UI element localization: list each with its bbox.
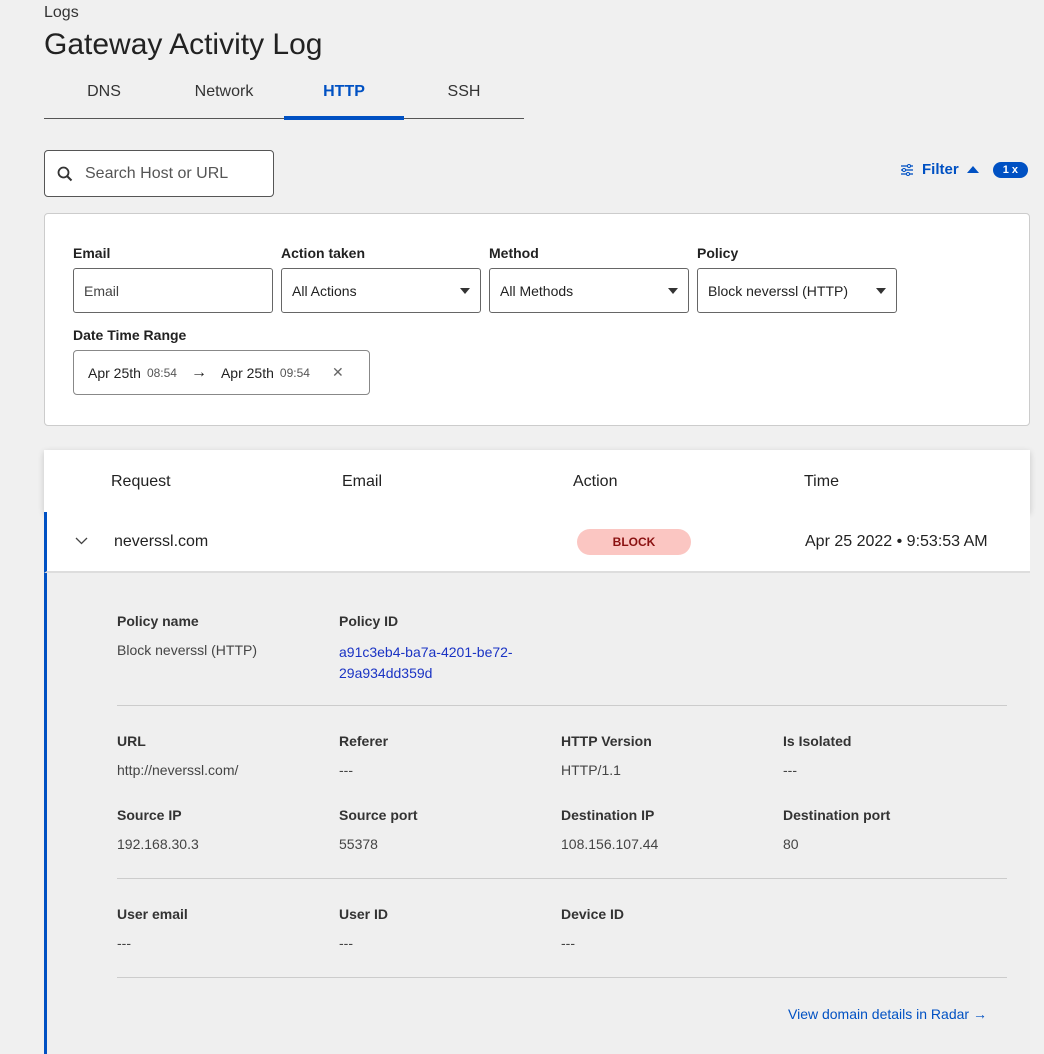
filter-count-badge[interactable]: 1 x bbox=[992, 161, 1028, 178]
request-host: neverssl.com bbox=[114, 533, 209, 550]
table-row[interactable]: neverssl.com BLOCK Apr 25 2022 • 9:53:53… bbox=[44, 512, 1030, 573]
url-value: http://neverssl.com/ bbox=[117, 762, 239, 778]
filter-panel: Email Email Action taken All Actions Met… bbox=[44, 213, 1030, 426]
divider bbox=[117, 705, 1007, 706]
policy-filter-label: Policy bbox=[697, 245, 739, 261]
end-date: Apr 25th bbox=[220, 364, 274, 381]
action-select[interactable]: All Actions bbox=[281, 268, 481, 313]
method-filter-label: Method bbox=[489, 245, 539, 261]
http-version-value: HTTP/1.1 bbox=[561, 762, 621, 778]
end-time: 09:54 bbox=[279, 365, 310, 380]
search-icon bbox=[57, 166, 73, 181]
tab-http[interactable]: HTTP bbox=[284, 72, 404, 120]
user-id-label: User ID bbox=[339, 906, 389, 922]
device-id-value: --- bbox=[561, 935, 575, 951]
breadcrumb[interactable]: Logs bbox=[44, 4, 79, 21]
tab-ssh[interactable]: SSH bbox=[447, 83, 481, 100]
filter-label: Filter bbox=[922, 161, 959, 178]
destination-port-label: Destination port bbox=[783, 807, 891, 823]
device-id-label: Device ID bbox=[561, 906, 625, 922]
email-placeholder: Email bbox=[84, 282, 120, 299]
dropdown-arrow-icon bbox=[460, 287, 470, 294]
policy-id-link[interactable]: a91c3eb4-ba7a-4201-be72- 29a934dd359d bbox=[339, 642, 513, 684]
policy-id-label: Policy ID bbox=[339, 613, 399, 629]
sliders-icon bbox=[901, 163, 913, 176]
policy-name-value: Block neverssl (HTTP) bbox=[117, 642, 258, 658]
user-id-value: --- bbox=[339, 935, 353, 951]
arrow-right-icon: → bbox=[190, 363, 207, 381]
is-isolated-label: Is Isolated bbox=[783, 733, 852, 749]
source-ip-value: 192.168.30.3 bbox=[117, 836, 199, 852]
policy-select[interactable]: Block neverssl (HTTP) bbox=[697, 268, 897, 313]
method-select-value: All Methods bbox=[500, 282, 574, 299]
method-select[interactable]: All Methods bbox=[489, 268, 689, 313]
user-email-label: User email bbox=[117, 906, 188, 922]
destination-ip-value: 108.156.107.44 bbox=[561, 836, 659, 852]
request-time: Apr 25 2022 • 9:53:53 AM bbox=[805, 533, 988, 550]
email-filter-input[interactable]: Email bbox=[73, 268, 273, 313]
status-badge: BLOCK bbox=[577, 529, 691, 555]
source-ip-label: Source IP bbox=[117, 807, 182, 823]
dropdown-arrow-icon bbox=[668, 287, 678, 294]
referer-value: --- bbox=[339, 762, 353, 778]
divider bbox=[117, 878, 1007, 879]
page-title: Gateway Activity Log bbox=[44, 28, 323, 61]
start-date: Apr 25th bbox=[88, 364, 141, 381]
column-request[interactable]: Request bbox=[111, 473, 171, 490]
filter-toggle[interactable]: Filter 1 x bbox=[900, 161, 1028, 178]
column-time[interactable]: Time bbox=[804, 473, 839, 490]
tab-network[interactable]: Network bbox=[194, 83, 254, 100]
source-port-value: 55378 bbox=[339, 836, 378, 852]
caret-up-icon bbox=[966, 166, 979, 173]
action-filter-label: Action taken bbox=[281, 245, 366, 261]
is-isolated-value: --- bbox=[783, 762, 797, 778]
source-port-label: Source port bbox=[339, 807, 418, 823]
policy-id-line1: a91c3eb4-ba7a-4201-be72- bbox=[339, 644, 513, 660]
search-box[interactable] bbox=[44, 150, 274, 197]
column-action[interactable]: Action bbox=[573, 473, 618, 490]
destination-port-value: 80 bbox=[783, 836, 799, 852]
user-email-value: --- bbox=[117, 935, 131, 951]
tab-dns[interactable]: DNS bbox=[87, 83, 121, 100]
table-header: Request Email Action Time bbox=[44, 450, 1030, 512]
column-email[interactable]: Email bbox=[342, 473, 383, 490]
start-time: 08:54 bbox=[146, 365, 177, 380]
policy-select-value: Block neverssl (HTTP) bbox=[708, 282, 849, 299]
clear-icon[interactable]: ✕ bbox=[331, 364, 344, 380]
destination-ip-label: Destination IP bbox=[561, 807, 655, 823]
datetime-range-picker[interactable]: Apr 25th 08:54 → Apr 25th 09:54 ✕ bbox=[73, 350, 370, 395]
dropdown-arrow-icon bbox=[876, 287, 886, 294]
search-input[interactable] bbox=[85, 164, 255, 183]
referer-label: Referer bbox=[339, 733, 389, 749]
datetime-filter-label: Date Time Range bbox=[73, 327, 187, 343]
policy-name-label: Policy name bbox=[117, 613, 199, 629]
http-version-label: HTTP Version bbox=[561, 733, 652, 749]
action-select-value: All Actions bbox=[292, 282, 357, 299]
chevron-down-icon[interactable] bbox=[75, 537, 88, 545]
divider bbox=[117, 977, 1007, 978]
url-label: URL bbox=[117, 733, 146, 749]
email-filter-label: Email bbox=[73, 245, 111, 261]
row-details: Policy name Block neverssl (HTTP) Policy… bbox=[44, 573, 1030, 1054]
radar-link[interactable]: View domain details in Radar → bbox=[788, 1006, 987, 1022]
tab-bar: DNS Network HTTP SSH bbox=[44, 72, 524, 120]
policy-id-line2: 29a934dd359d bbox=[339, 665, 433, 681]
